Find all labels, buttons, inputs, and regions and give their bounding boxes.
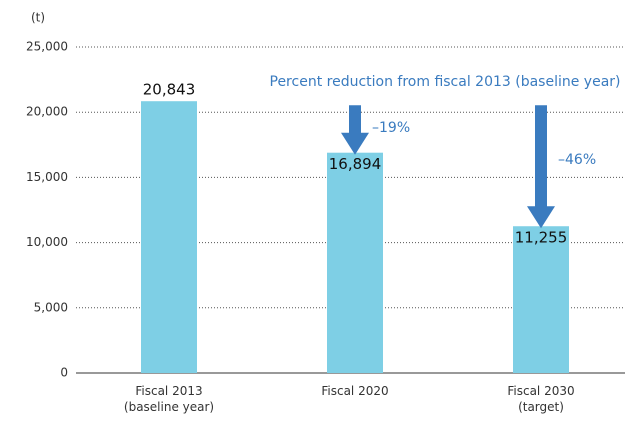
x-tick-label-line: (target) <box>518 400 564 414</box>
bar <box>141 101 197 374</box>
bar <box>327 152 383 373</box>
annotation: Percent reduction from fiscal 2013 (base… <box>270 74 621 90</box>
y-tick-label: 10,000 <box>26 235 68 249</box>
x-tick-label-line: Fiscal 2013 <box>135 384 202 398</box>
y-tick-label: 5,000 <box>34 300 68 314</box>
x-tick-label-line: Fiscal 2020 <box>321 384 388 398</box>
value-label: 20,843 <box>143 81 196 99</box>
reduction-arrow <box>341 105 369 155</box>
value-label: 11,255 <box>515 229 568 247</box>
y-tick-label: 25,000 <box>26 40 68 54</box>
x-tick-label-line: (baseline year) <box>124 400 214 414</box>
annotation: –46% <box>558 152 596 168</box>
reduction-arrow <box>527 105 555 229</box>
bar <box>513 226 569 373</box>
x-tick-label: Fiscal 2020 <box>321 384 388 398</box>
x-tick-label: Fiscal 2013 (baseline year) <box>124 384 214 414</box>
value-label: 16,894 <box>329 155 382 173</box>
annotation: –19% <box>372 120 410 136</box>
y-axis-label: (t) <box>31 11 45 25</box>
y-tick-label: 0 <box>60 366 68 380</box>
y-tick-label: 20,000 <box>26 105 68 119</box>
x-tick-label-line: Fiscal 2030 <box>507 384 574 398</box>
y-tick-label: 15,000 <box>26 170 68 184</box>
x-tick-label: Fiscal 2030 (target) <box>507 384 574 414</box>
